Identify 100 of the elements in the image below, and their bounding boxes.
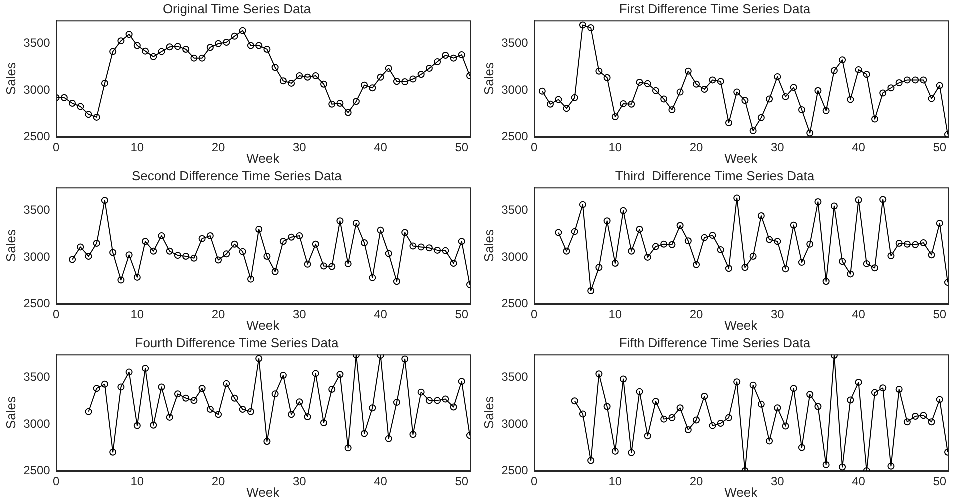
y-tick-label: 3000 [24, 82, 51, 97]
point [118, 276, 125, 284]
point [774, 238, 782, 246]
point [402, 229, 409, 236]
x-tick-label: 50 [933, 140, 947, 155]
point [684, 238, 692, 245]
point [182, 46, 190, 53]
point [336, 371, 344, 378]
x-tick-label: 40 [852, 140, 866, 155]
point [385, 65, 392, 72]
point [588, 457, 595, 464]
point [142, 365, 150, 372]
point [272, 390, 279, 398]
point [344, 260, 352, 268]
point [418, 71, 425, 78]
point [320, 80, 328, 88]
point [604, 74, 611, 82]
point [725, 265, 732, 272]
point [434, 246, 442, 254]
x-tick-label: 20 [212, 308, 226, 322]
x-tick-label: 50 [455, 140, 469, 155]
point [458, 378, 466, 386]
point [458, 238, 466, 246]
x-tick-label: 30 [770, 140, 785, 155]
point [190, 397, 198, 404]
chart-title: First Difference Time Series Data [619, 1, 812, 16]
point [450, 54, 458, 62]
point [750, 253, 757, 260]
point [426, 244, 433, 252]
point [150, 53, 158, 60]
x-tick-label: 10 [608, 474, 622, 489]
point [60, 94, 68, 102]
point [758, 400, 765, 408]
point [142, 48, 150, 55]
point [296, 232, 304, 240]
x-tick-label: 0 [52, 140, 60, 155]
point [806, 130, 814, 137]
point [912, 76, 920, 84]
point [596, 370, 603, 378]
point [223, 250, 230, 258]
y-tick-label: 3500 [24, 36, 51, 50]
point [596, 68, 603, 75]
point [182, 394, 190, 402]
x-axis-title: Week [724, 318, 758, 333]
chart-title: Original Time Series Data [162, 1, 312, 16]
point [344, 109, 352, 116]
point [69, 256, 76, 264]
point [701, 234, 708, 242]
point [118, 384, 125, 391]
point [215, 411, 222, 418]
point [709, 232, 716, 240]
point [742, 264, 749, 272]
point [547, 100, 554, 108]
point [393, 278, 400, 286]
point [579, 22, 586, 29]
point [814, 403, 822, 410]
x-tick-label: 20 [212, 140, 226, 155]
point [442, 396, 450, 403]
point [256, 355, 263, 362]
point [312, 240, 320, 248]
x-tick-label: 0 [52, 474, 60, 489]
point [239, 248, 246, 256]
point [538, 88, 546, 95]
point [101, 80, 108, 87]
point [320, 262, 328, 270]
point [620, 207, 628, 214]
y-tick-label: 3000 [24, 250, 51, 264]
point [361, 240, 368, 247]
point [361, 430, 368, 438]
chart-title: Third Difference Time Series Data [615, 168, 816, 184]
point [717, 246, 724, 254]
point [264, 438, 271, 446]
point [563, 105, 570, 112]
point [190, 54, 198, 62]
point [652, 398, 660, 406]
point [847, 270, 854, 278]
chart-title: Fourth Difference Time Series Data [135, 335, 340, 350]
point [871, 389, 878, 396]
point [312, 370, 320, 378]
point [166, 414, 174, 421]
point [734, 378, 741, 386]
x-tick-label: 0 [52, 308, 60, 322]
point [693, 261, 700, 268]
point [247, 276, 254, 283]
x-tick-label: 20 [690, 140, 704, 155]
point [304, 413, 312, 420]
point [676, 88, 684, 96]
point [377, 74, 384, 81]
point [717, 420, 724, 428]
point [410, 76, 417, 83]
point [871, 264, 878, 272]
x-tick-label: 30 [292, 308, 307, 322]
point [174, 252, 182, 260]
point [288, 411, 296, 418]
point [782, 93, 790, 100]
point [256, 42, 263, 50]
point [134, 42, 141, 50]
point [822, 107, 830, 114]
point [571, 228, 578, 236]
point [247, 42, 254, 50]
